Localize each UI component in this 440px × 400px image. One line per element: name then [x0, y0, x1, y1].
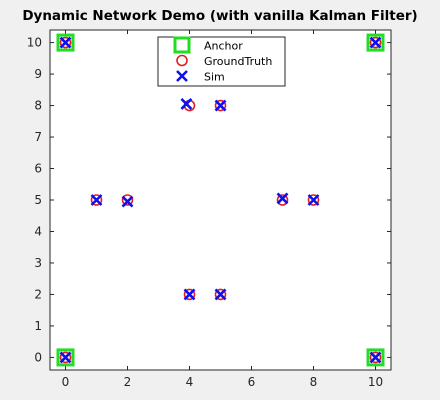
sim-marker [59, 36, 72, 49]
sim-marker [307, 194, 320, 206]
groundtruth-marker [369, 351, 382, 364]
axis-ticks: 0 2 4 6 8 10 0 1 2 3 4 5 6 7 8 9 10 [27, 30, 391, 389]
legend-sim-label: Sim [204, 71, 225, 84]
chart-title: Dynamic Network Demo (with vanilla Kalma… [22, 8, 417, 24]
legend-sim-icon [176, 70, 188, 82]
anchor-marker [56, 348, 75, 367]
y-tick-label: 0 [34, 350, 42, 364]
legend-anchor-icon [173, 36, 191, 54]
y-tick-label: 10 [27, 36, 42, 50]
y-tick-label: 6 [34, 162, 42, 176]
x-tick-label: 4 [186, 375, 194, 389]
sim-marker [369, 351, 382, 364]
sim-marker [180, 98, 193, 110]
sim-marker [369, 36, 382, 49]
y-tick-label: 1 [34, 319, 42, 333]
data-markers [56, 33, 385, 367]
sim-marker [214, 99, 227, 112]
legend-anchor-label: Anchor [204, 40, 243, 53]
sim-marker [121, 195, 134, 208]
y-tick-label: 5 [34, 193, 42, 207]
groundtruth-marker [121, 194, 134, 206]
groundtruth-marker [214, 99, 227, 112]
groundtruth-marker [183, 288, 196, 301]
x-tick-label: 2 [124, 375, 132, 389]
legend-groundtruth-icon [176, 54, 188, 67]
sim-marker [214, 288, 227, 301]
anchor-marker [366, 348, 385, 367]
x-tick-label: 0 [62, 375, 70, 389]
groundtruth-marker [90, 194, 103, 206]
sim-marker [59, 351, 72, 364]
sim-marker [90, 194, 103, 206]
groundtruth-marker [59, 351, 72, 364]
groundtruth-marker [214, 288, 227, 301]
x-tick-label: 6 [248, 375, 256, 389]
plot-area [49, 29, 392, 371]
y-tick-label: 9 [34, 67, 42, 81]
y-tick-label: 4 [34, 224, 42, 238]
anchor-marker [366, 33, 385, 52]
groundtruth-marker [369, 36, 382, 49]
x-tick-label: 10 [368, 375, 383, 389]
legend-groundtruth-label: GroundTruth [204, 55, 272, 68]
y-tick-label: 7 [34, 130, 42, 144]
sim-marker [183, 288, 196, 301]
x-tick-label: 8 [310, 375, 318, 389]
groundtruth-marker [276, 194, 289, 206]
groundtruth-marker [59, 36, 72, 49]
sim-marker [276, 192, 289, 205]
y-tick-label: 2 [34, 287, 42, 301]
y-tick-label: 3 [34, 256, 42, 270]
anchor-marker [56, 33, 75, 52]
groundtruth-marker [307, 194, 320, 206]
y-tick-label: 8 [34, 99, 42, 113]
legend: Anchor GroundTruth Sim [157, 36, 286, 87]
